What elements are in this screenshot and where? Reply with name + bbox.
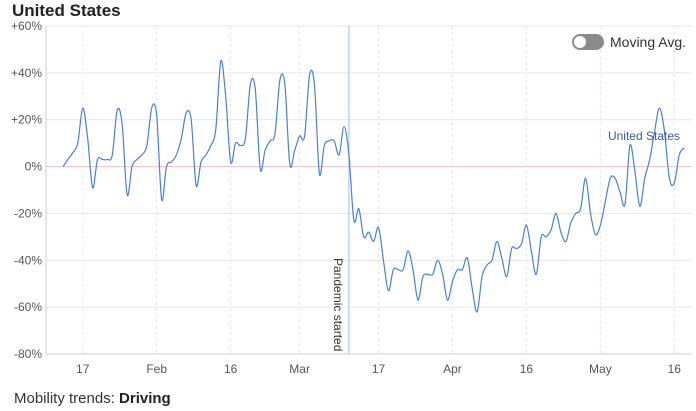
y-tick-label: 0% <box>25 160 43 174</box>
pandemic-label: Pandemic started <box>331 258 345 351</box>
series-label: United States <box>608 129 680 143</box>
y-tick-label: -20% <box>14 206 42 220</box>
series-line-united-states <box>62 59 685 313</box>
chart-title: United States <box>12 1 121 20</box>
pandemic-annotation: Pandemic started <box>331 26 350 354</box>
y-tick-label: +60% <box>11 19 42 33</box>
x-tick-label: 16 <box>224 362 238 376</box>
toggle-knob <box>574 36 586 48</box>
x-tick-label: 17 <box>76 362 90 376</box>
y-tick-label: -40% <box>14 253 42 267</box>
x-axis-ticks: 17 Feb 16 Mar 17 Apr 16 May 16 <box>76 362 681 376</box>
x-tick-label: 16 <box>520 362 534 376</box>
caption-prefix: Mobility trends: <box>14 390 120 407</box>
x-tick-label: Apr <box>443 362 462 376</box>
mobility-trends-caption: Mobility trends: Driving <box>14 390 171 407</box>
toggle-label: Moving Avg. <box>610 34 687 50</box>
y-tick-label: +40% <box>11 66 42 80</box>
x-tick-label: Mar <box>289 362 310 376</box>
x-tick-label: Feb <box>146 362 167 376</box>
moving-avg-toggle[interactable]: Moving Avg. <box>572 34 686 50</box>
y-tick-label: +20% <box>11 113 42 127</box>
y-axis-ticks: +60% +40% +20% 0% -20% -40% -60% -80% <box>11 19 42 361</box>
grid-lines <box>45 25 692 355</box>
x-tick-label: 16 <box>668 362 682 376</box>
x-tick-label: 17 <box>372 362 386 376</box>
series-layer: United States <box>62 59 685 313</box>
x-tick-label: May <box>589 362 612 376</box>
caption-mode: Driving <box>119 390 171 407</box>
toggle-switch[interactable] <box>572 34 604 50</box>
y-tick-label: -80% <box>14 347 42 361</box>
y-tick-label: -60% <box>14 300 42 314</box>
